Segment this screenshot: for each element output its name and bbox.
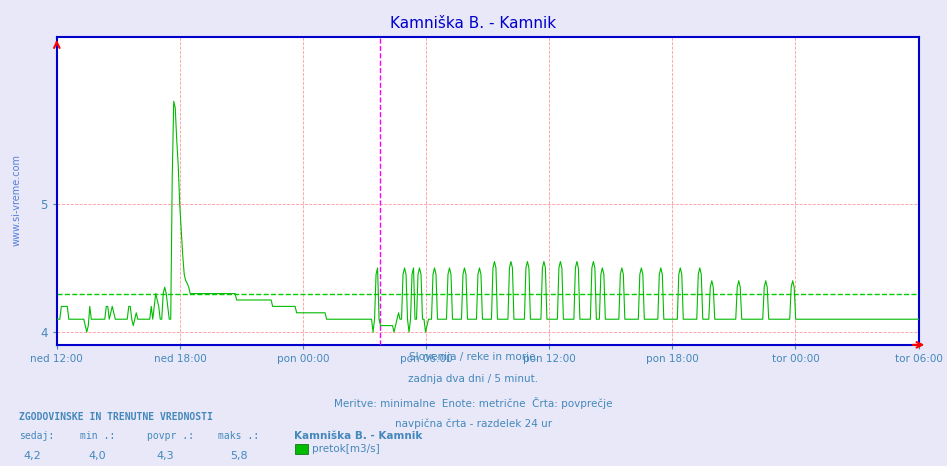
Text: navpična črta - razdelek 24 ur: navpična črta - razdelek 24 ur: [395, 419, 552, 430]
Text: min .:: min .:: [80, 431, 116, 441]
Text: pretok[m3/s]: pretok[m3/s]: [312, 444, 380, 454]
Text: Kamniška B. - Kamnik: Kamniška B. - Kamnik: [294, 431, 422, 441]
Text: Kamniška B. - Kamnik: Kamniška B. - Kamnik: [390, 16, 557, 31]
Text: 4,0: 4,0: [88, 451, 106, 461]
Text: sedaj:: sedaj:: [19, 431, 54, 441]
Text: Meritve: minimalne  Enote: metrične  Črta: povprečje: Meritve: minimalne Enote: metrične Črta:…: [334, 397, 613, 409]
Text: Slovenija / reke in morje.: Slovenija / reke in morje.: [408, 352, 539, 362]
Text: ZGODOVINSKE IN TRENUTNE VREDNOSTI: ZGODOVINSKE IN TRENUTNE VREDNOSTI: [19, 412, 213, 422]
Text: povpr .:: povpr .:: [147, 431, 194, 441]
Text: 5,8: 5,8: [230, 451, 248, 461]
Text: 4,2: 4,2: [24, 451, 42, 461]
Text: www.si-vreme.com: www.si-vreme.com: [12, 154, 22, 247]
Text: zadnja dva dni / 5 minut.: zadnja dva dni / 5 minut.: [408, 374, 539, 384]
Text: 4,3: 4,3: [156, 451, 174, 461]
Text: maks .:: maks .:: [218, 431, 259, 441]
